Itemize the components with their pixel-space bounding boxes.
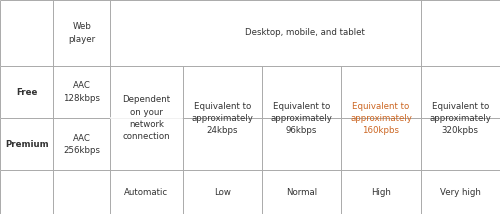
Text: Equivalent to
approximately
160kpbs: Equivalent to approximately 160kpbs xyxy=(350,102,412,135)
Text: Premium: Premium xyxy=(5,140,49,149)
Text: Very high: Very high xyxy=(440,188,481,197)
Text: Low: Low xyxy=(214,188,230,197)
Text: Equivalent to
approximately
24kbps: Equivalent to approximately 24kbps xyxy=(192,102,253,135)
Text: Normal: Normal xyxy=(286,188,317,197)
Text: Free: Free xyxy=(16,88,38,97)
Text: Web
player: Web player xyxy=(68,22,96,43)
Text: Equivalent to
approximately
96kbps: Equivalent to approximately 96kbps xyxy=(270,102,332,135)
Text: High: High xyxy=(371,188,391,197)
Text: Desktop, mobile, and tablet: Desktop, mobile, and tablet xyxy=(245,28,365,37)
Text: Equivalent to
approximately
320kpbs: Equivalent to approximately 320kpbs xyxy=(430,102,492,135)
Text: AAC
128kbps: AAC 128kbps xyxy=(63,82,100,103)
Text: Dependent
on your
network
connection: Dependent on your network connection xyxy=(122,95,170,141)
Text: Automatic: Automatic xyxy=(124,188,168,197)
Text: AAC
256kbps: AAC 256kbps xyxy=(63,134,100,155)
